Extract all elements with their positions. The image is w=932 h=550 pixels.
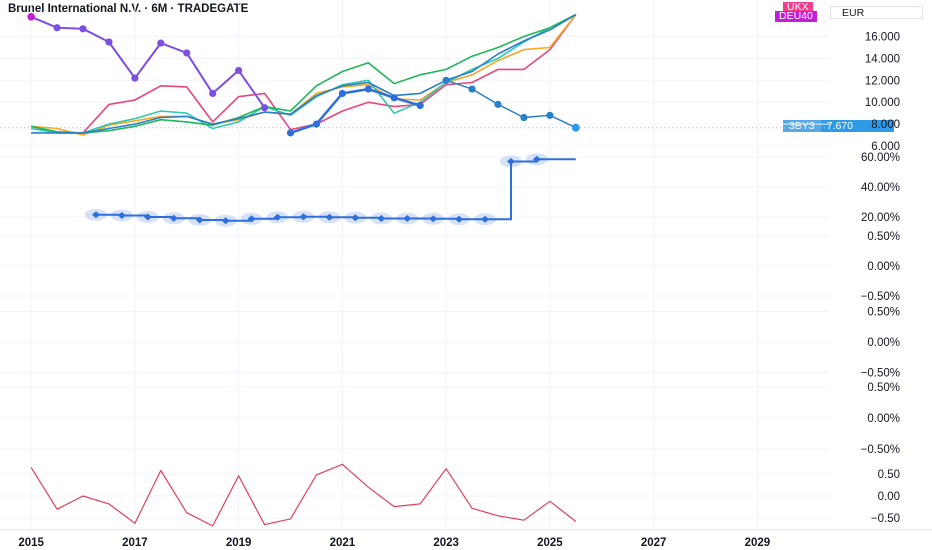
price-point-marker — [390, 94, 398, 102]
price-point-marker — [494, 100, 502, 108]
ratio-point-marker — [221, 217, 230, 225]
ratio-point-marker — [91, 211, 100, 219]
ratio-point-marker — [195, 216, 204, 224]
y-tick-label: 0.00% — [867, 413, 900, 425]
price-series-line — [30, 13, 577, 134]
x-tick-label: 2015 — [18, 537, 44, 549]
y-tick-label: 0.50% — [867, 307, 900, 319]
ratio-point-marker — [403, 215, 412, 222]
x-tick-label: 2023 — [433, 537, 459, 549]
y-tick-label: 14.000 — [865, 53, 900, 65]
oscillator-line — [30, 463, 577, 527]
price-point-marker — [53, 24, 61, 32]
y-tick-label: −0.50% — [861, 444, 900, 456]
y-tick-label: −0.50 — [871, 513, 900, 525]
deu40-badge: DEU40 — [775, 11, 817, 22]
price-series-line — [30, 14, 577, 134]
y-tick-label: 0.00% — [867, 337, 900, 349]
price-point-marker — [312, 120, 321, 128]
price-point-marker — [442, 76, 450, 84]
y-tick-label: 0.50 — [878, 469, 900, 481]
3by3-last-marker — [571, 123, 580, 132]
price-series-line — [30, 13, 577, 134]
ratio-point-marker — [299, 213, 308, 221]
3by3-value: 7.670 — [820, 120, 894, 132]
ratio-point-marker — [481, 215, 490, 223]
price-series-line — [31, 14, 577, 136]
price-point-marker — [79, 25, 87, 33]
currency-selector[interactable]: EUR — [830, 6, 923, 19]
price-point-marker — [520, 113, 528, 122]
y-tick-label: 8.000 — [871, 119, 900, 131]
ratio-point-marker — [455, 215, 464, 223]
ratio-point-marker — [247, 215, 256, 223]
price-point-marker — [235, 66, 243, 75]
y-tick-label: 60.00% — [861, 152, 900, 164]
y-tick-label: 10.000 — [865, 97, 900, 109]
price-point-marker — [131, 74, 139, 82]
x-tick-label: 2021 — [330, 537, 356, 549]
deu40-start-marker — [27, 12, 35, 21]
price-point-marker — [468, 85, 476, 93]
price-point-marker — [157, 39, 165, 47]
ratio-point-marker — [429, 215, 438, 223]
price-point-marker — [183, 49, 191, 57]
ukx-badge: UKX — [783, 2, 813, 13]
ratio-step-line — [95, 158, 576, 222]
y-tick-label: −0.50% — [861, 291, 900, 303]
ratio-point-marker — [532, 155, 541, 163]
price-series-line — [445, 79, 577, 129]
y-tick-label: 40.00% — [861, 182, 900, 194]
y-tick-label: 12.000 — [865, 75, 900, 87]
price-point-marker — [286, 129, 295, 137]
price-series-line — [31, 13, 577, 134]
ratio-point-marker — [169, 214, 178, 222]
price-point-marker — [105, 38, 113, 46]
chart-title: Brunel International N.V. · 6M · TRADEGA… — [8, 3, 249, 15]
ratio-point-marker — [377, 215, 386, 222]
y-tick-label: 0.50% — [867, 231, 900, 243]
x-tick-label: 2019 — [226, 537, 252, 549]
y-tick-label: 0.00 — [878, 491, 900, 503]
x-tick-label: 2027 — [641, 537, 667, 549]
price-point-marker — [209, 89, 217, 98]
price-point-marker — [364, 85, 372, 93]
ratio-point-marker — [273, 213, 282, 221]
y-tick-label: 0.00% — [867, 261, 900, 273]
y-tick-label: 20.00% — [861, 212, 900, 224]
ratio-point-marker — [143, 213, 152, 221]
x-tick-label: 2029 — [745, 537, 771, 549]
price-point-marker — [416, 101, 424, 110]
ratio-point-marker — [506, 158, 515, 165]
price-series-line — [30, 15, 266, 109]
x-tick-label: 2017 — [122, 537, 148, 549]
y-tick-label: 6.000 — [871, 141, 900, 153]
price-point-marker — [338, 89, 346, 98]
price-series-line — [290, 87, 421, 135]
y-tick-label: 16.000 — [865, 32, 900, 44]
price-point-marker — [546, 111, 554, 119]
ratio-point-marker — [351, 214, 360, 222]
x-tick-label: 2025 — [537, 537, 563, 549]
ratio-point-marker — [325, 213, 334, 221]
ratio-point-marker — [117, 212, 126, 219]
y-tick-label: 0.50% — [867, 382, 900, 394]
3by3-price-label: 3BY3 7.670 — [783, 120, 894, 132]
price-point-marker — [260, 104, 269, 112]
3by3-symbol: 3BY3 — [783, 120, 821, 132]
y-tick-label: −0.50% — [861, 368, 900, 380]
